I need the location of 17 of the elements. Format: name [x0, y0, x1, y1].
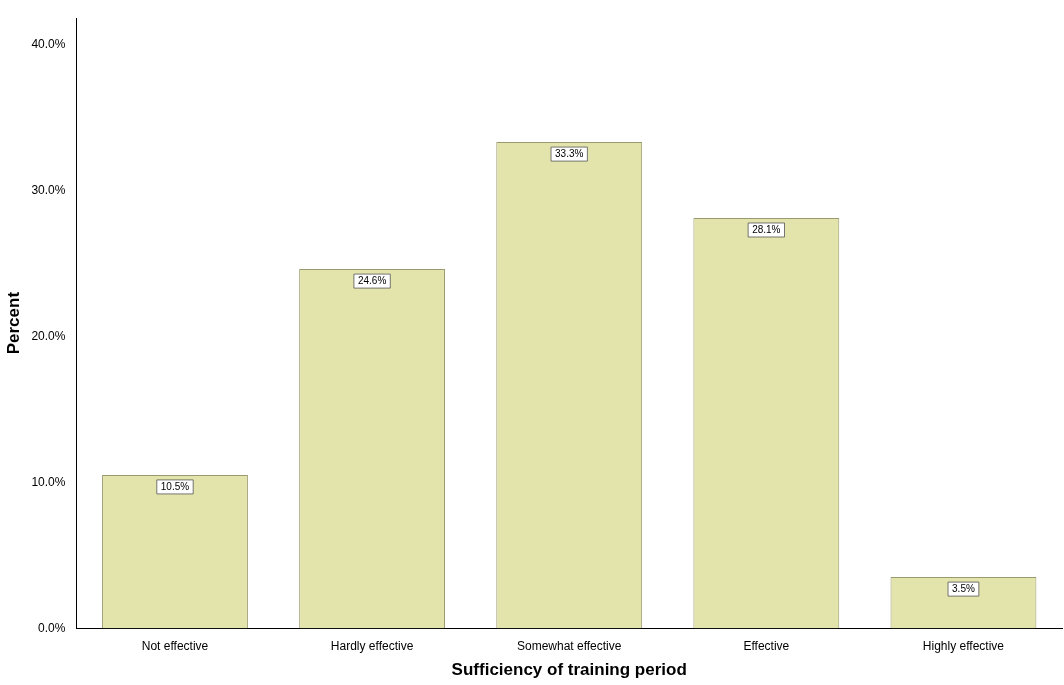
x-tick-label: Not effective: [141, 638, 209, 653]
x-tick-label: Somewhat effective: [516, 638, 622, 653]
x-axis-title: Sufficiency of training period: [451, 660, 687, 680]
data-label: 3.5%: [952, 582, 975, 594]
data-label: 33.3%: [555, 147, 584, 159]
x-tick-label: Highly effective: [922, 638, 1005, 653]
data-label: 10.5%: [160, 480, 190, 492]
y-tick-label: 30.0%: [31, 182, 66, 197]
y-tick-label: 20.0%: [31, 328, 66, 343]
x-tick-label: Hardly effective: [330, 638, 414, 653]
y-tick-label: 0.0%: [38, 620, 66, 635]
y-axis-title: Percent: [3, 291, 23, 355]
data-label: 24.6%: [357, 274, 387, 286]
data-label: 28.1%: [752, 223, 781, 235]
y-tick-label: 40.0%: [31, 36, 66, 51]
x-tick-label: Effective: [743, 638, 790, 653]
y-tick-label: 10.0%: [31, 474, 66, 489]
